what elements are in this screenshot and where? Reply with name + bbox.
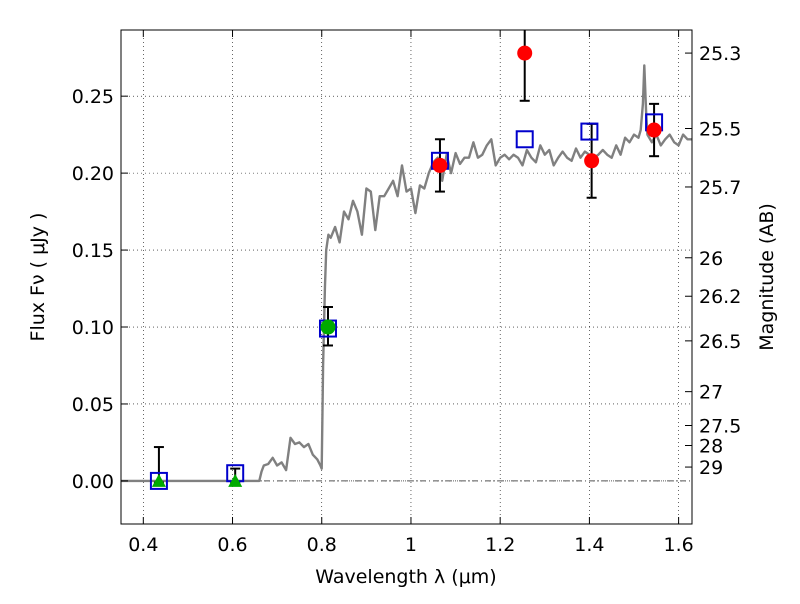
square-marker xyxy=(580,122,599,141)
x-tick-label: 1.2 xyxy=(485,534,515,556)
right-tick-label: 28 xyxy=(699,436,723,458)
y-tick-label: 0.15 xyxy=(72,240,114,262)
circle-marker xyxy=(432,157,448,173)
circle-marker xyxy=(646,122,662,138)
y-tick-label: 0.00 xyxy=(72,471,114,493)
spectrum-line xyxy=(121,64,692,483)
data-markers xyxy=(149,45,664,490)
right-tick-label: 26 xyxy=(699,248,723,270)
x-tick-label: 0.8 xyxy=(307,534,337,556)
triangle-marker xyxy=(151,473,166,487)
right-tick-label: 25.7 xyxy=(699,177,741,199)
axis-ticks xyxy=(121,30,692,524)
y-axis-title: Flux Fν ( μJy ) xyxy=(27,213,49,342)
x-tick-label: 0.4 xyxy=(128,534,158,556)
x-axis-title: Wavelength λ (μm) xyxy=(315,566,496,588)
x-tick-label: 1.6 xyxy=(664,534,694,556)
right-tick-label: 27 xyxy=(699,382,723,404)
plot-background xyxy=(121,30,692,524)
model-spectrum xyxy=(121,64,692,483)
triangle-marker xyxy=(228,473,243,487)
right-tick-label: 27.5 xyxy=(699,416,741,438)
circle-marker xyxy=(584,153,600,169)
circle-marker xyxy=(320,319,336,335)
circle-marker xyxy=(517,45,533,61)
right-tick-label: 25.5 xyxy=(699,118,741,140)
x-tick-label: 1.4 xyxy=(574,534,604,556)
square-marker xyxy=(149,471,168,490)
right-tick-label: 26.2 xyxy=(699,286,741,308)
square-marker xyxy=(515,130,534,149)
plot-frame xyxy=(120,29,693,525)
right-tick-label: 26.5 xyxy=(699,331,741,353)
x-tick-label: 0.6 xyxy=(217,534,247,556)
y-tick-label: 0.10 xyxy=(72,317,114,339)
x-tick-label: 1 xyxy=(405,534,417,556)
right-tick-label: 25.3 xyxy=(699,43,741,65)
y-tick-label: 0.05 xyxy=(72,394,114,416)
right-axis-title: Magnitude (AB) xyxy=(756,203,778,351)
y-tick-label: 0.25 xyxy=(72,86,114,108)
tick-labels: 0.4 0.6 0.8 1 1.2 1.4 1.6 0.00 0.05 0.10 0.15 0.20 0… xyxy=(72,43,742,556)
right-tick-label: 29 xyxy=(699,457,723,479)
y-tick-label: 0.20 xyxy=(72,163,114,185)
